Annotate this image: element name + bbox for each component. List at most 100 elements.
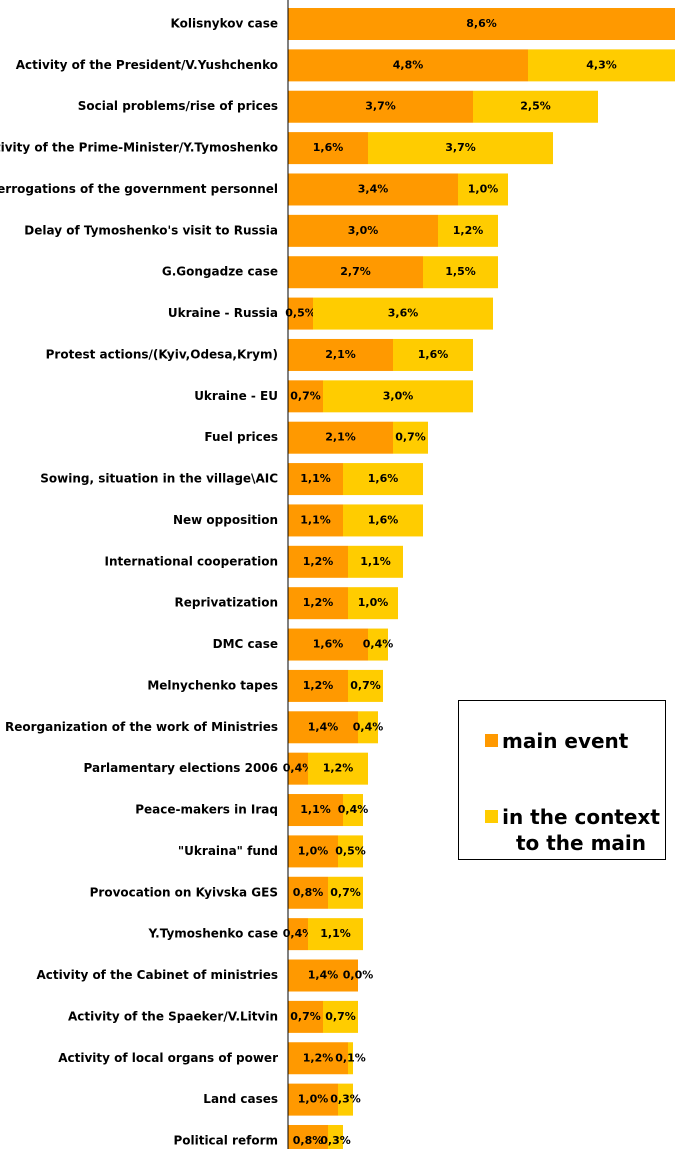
value-label: 1,2% (303, 679, 334, 692)
bar-segment (368, 132, 553, 165)
value-label: 1,0% (298, 844, 329, 857)
value-label: 1,4% (308, 969, 339, 982)
bar-segment (393, 421, 428, 454)
bar-segment (288, 711, 358, 744)
legend-swatch (485, 734, 498, 747)
category-label: Activity of the Spaeker/V.Litvin (68, 1009, 278, 1023)
value-label: 0,4% (363, 638, 394, 651)
bar-segment (438, 214, 498, 247)
category-label: Reorganization of the work of Ministries (5, 720, 278, 734)
value-label: 3,4% (358, 182, 389, 195)
bar-segment (288, 463, 343, 496)
value-label: 1,6% (313, 141, 344, 154)
bar-segment (288, 297, 313, 330)
bar-segment (288, 338, 393, 371)
category-label: Delay of Tymoshenko's visit to Russia (24, 223, 278, 237)
value-label: 1,1% (320, 927, 351, 940)
bar-segment (288, 132, 368, 165)
legend-item: in the context to the main (485, 804, 660, 856)
bar-segment (323, 380, 473, 413)
category-label: "Ukraina" fund (178, 844, 278, 858)
category-label: Reprivatization (175, 596, 279, 610)
bar-segment (328, 876, 363, 909)
value-label: 1,0% (358, 596, 389, 609)
value-label: 0,5% (285, 307, 316, 320)
category-label: Provocation on Kyivska GES (90, 885, 278, 899)
value-label: 0,7% (350, 679, 381, 692)
bar-segment (288, 49, 528, 82)
category-label: International cooperation (105, 554, 278, 568)
bar-segment (393, 338, 473, 371)
bar-segment (328, 1124, 343, 1149)
value-label: 0,4% (283, 927, 314, 940)
value-label: 3,0% (348, 224, 379, 237)
category-label: Melnychenko tapes (147, 678, 278, 692)
bar-segment (288, 421, 393, 454)
bar-segment (288, 587, 348, 620)
value-label: 1,2% (303, 1051, 334, 1064)
value-label: 1,6% (368, 472, 399, 485)
legend-swatch (485, 810, 498, 823)
bar-segment (348, 1042, 353, 1075)
bar-segment (473, 90, 598, 123)
value-label: 1,2% (323, 762, 354, 775)
value-label: 1,2% (303, 596, 334, 609)
legend-label: in the context to the main (502, 805, 660, 855)
bar-segment (288, 380, 323, 413)
value-label: 3,7% (365, 100, 396, 113)
value-label: 0,4% (338, 803, 369, 816)
category-label: Kolisnykov case (171, 17, 278, 31)
value-label: 1,0% (298, 1093, 329, 1106)
category-label: Activity of the President/V.Yushchenko (16, 58, 278, 72)
bar-segment (288, 959, 358, 992)
bar-segment (288, 173, 458, 206)
bar-segment (358, 711, 378, 744)
value-label: 0,8% (293, 1134, 324, 1147)
value-label: 1,1% (360, 555, 391, 568)
bar-segment (288, 835, 338, 868)
bar-segment (423, 256, 498, 289)
value-label: 0,7% (395, 431, 426, 444)
value-label: 0,7% (290, 389, 321, 402)
category-label: Protest actions/(Kyiv,Odesa,Krym) (46, 347, 278, 361)
bar-segment (288, 256, 423, 289)
value-label: 3,7% (445, 141, 476, 154)
bar-segment (288, 90, 473, 123)
value-label: 0,4% (353, 720, 384, 733)
category-label: Activity of the Cabinet of ministries (37, 968, 278, 982)
bar-segment (288, 214, 438, 247)
bar-segment (458, 173, 508, 206)
bar-segment (323, 1000, 358, 1033)
value-label: 1,1% (300, 803, 331, 816)
value-label: 1,4% (308, 720, 339, 733)
bar-segment (343, 463, 423, 496)
value-label: 4,3% (586, 58, 617, 71)
bar-segment (308, 752, 368, 785)
bar-segment (288, 876, 328, 909)
legend-item: main event (485, 728, 660, 754)
category-label: Ukraine - Russia (168, 306, 278, 320)
legend-label: main event (502, 729, 629, 753)
bar-segment (288, 1000, 323, 1033)
category-label: Y.Tymoshenko case (147, 927, 278, 941)
value-label: 3,0% (383, 389, 414, 402)
bar-segment (338, 1083, 353, 1116)
category-label: Fuel prices (204, 430, 278, 444)
bar-segment (528, 49, 675, 82)
value-label: 1,1% (300, 472, 331, 485)
category-label: Political reform (173, 1133, 278, 1147)
value-label: 0,5% (335, 844, 366, 857)
value-label: 1,2% (303, 555, 334, 568)
bar-segment (288, 1083, 338, 1116)
bar-segment (288, 545, 348, 578)
bar-segment (348, 587, 398, 620)
legend: main event in the context to the main (458, 700, 666, 860)
value-label: 0,3% (330, 1093, 361, 1106)
value-label: 0,7% (330, 886, 361, 899)
value-label: 1,6% (313, 638, 344, 651)
bar-segment (368, 628, 388, 661)
bar-segment (288, 504, 343, 537)
category-label: Sowing, situation in the village\AIC (40, 472, 278, 486)
bar-segment (288, 628, 368, 661)
